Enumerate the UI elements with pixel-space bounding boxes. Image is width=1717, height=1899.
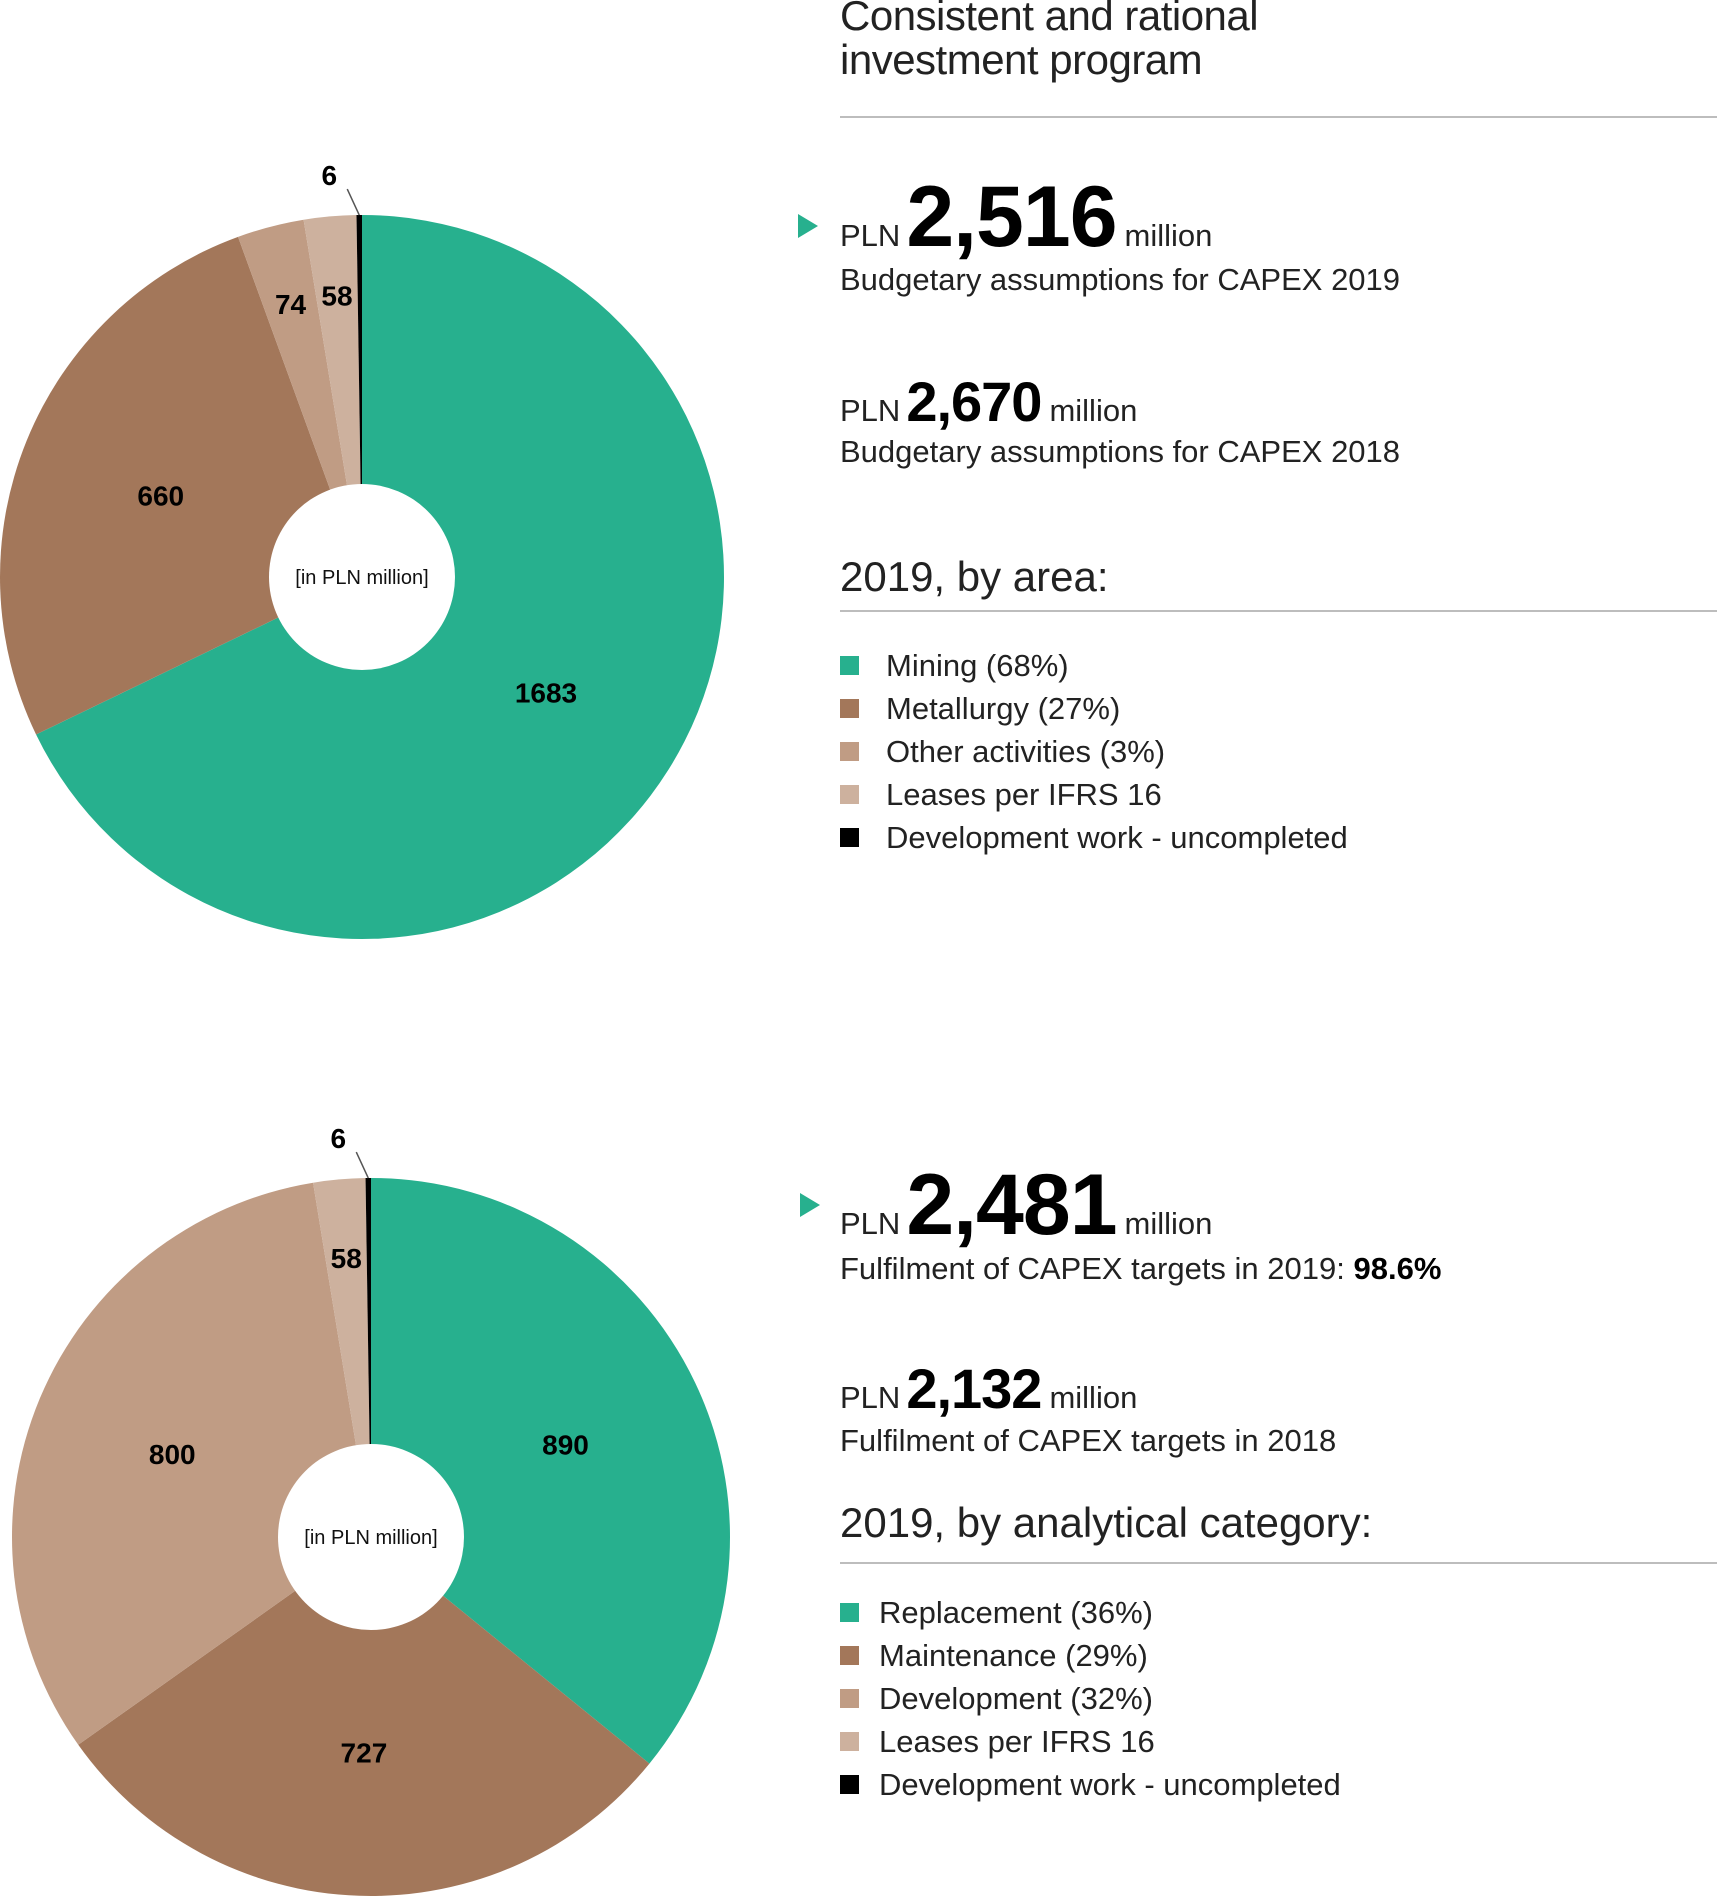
legend-item: Other activities (3%)	[840, 730, 1348, 773]
stat-value: 2,516	[906, 169, 1117, 265]
legend-item: Metallurgy (27%)	[840, 687, 1348, 730]
legend-item: Replacement (36%)	[840, 1591, 1341, 1634]
title-line-2: investment program	[840, 36, 1203, 83]
fulfilment-percent: 98.6%	[1353, 1251, 1442, 1286]
data-label: 890	[542, 1430, 589, 1461]
legend-label: Mining (68%)	[886, 647, 1069, 683]
stat-value: 2,481	[906, 1157, 1117, 1253]
data-label: 1683	[515, 677, 577, 708]
legend-label: Leases per IFRS 16	[886, 776, 1162, 812]
legend-swatch	[840, 1689, 859, 1708]
category-divider	[840, 1562, 1717, 1564]
stat-value: 2,132	[906, 1357, 1042, 1420]
capex-2019-fulfilment: PLN2,481 million	[840, 1162, 1212, 1248]
legend-label: Metallurgy (27%)	[886, 690, 1121, 726]
pie-slice-metallurgy	[0, 236, 363, 735]
center-label: [in PLN million]	[295, 567, 428, 589]
stat-caption: Fulfilment of CAPEX targets in 2018	[840, 1423, 1337, 1458]
leader-line	[355, 1151, 369, 1179]
unit-label: million	[1049, 393, 1138, 428]
stat-value: 2,670	[906, 370, 1042, 433]
legend-item: Maintenance (29%)	[840, 1634, 1341, 1677]
legend-label: Replacement (36%)	[879, 1594, 1153, 1630]
stat-caption: Budgetary assumptions for CAPEX 2019	[840, 262, 1401, 297]
unit-label: million	[1124, 1206, 1213, 1241]
currency-label: PLN	[840, 393, 901, 428]
legend-item: Leases per IFRS 16	[840, 1720, 1341, 1763]
page-title: Consistent and rational investment progr…	[840, 0, 1259, 83]
unit-label: million	[1124, 218, 1213, 253]
unit-label: million	[1049, 1380, 1138, 1415]
category-donut-chart: 890 727 800 58 6 [in PLN million]	[11, 1123, 730, 1896]
leader-line	[346, 188, 360, 216]
pie-slice-other-activities	[238, 219, 362, 577]
data-label: 74	[275, 289, 307, 320]
legend-label: Leases per IFRS 16	[879, 1723, 1155, 1759]
data-label: 660	[137, 480, 184, 511]
data-label: 58	[331, 1243, 362, 1274]
legend-swatch	[840, 1646, 859, 1665]
area-legend: Mining (68%) Metallurgy (27%) Other acti…	[840, 644, 1348, 859]
data-label: 727	[341, 1737, 388, 1768]
capex-2019-budget: PLN2,516 million	[840, 174, 1212, 260]
title-line-1: Consistent and rational	[840, 0, 1259, 39]
legend-swatch	[840, 1732, 859, 1751]
donut-hole	[278, 1444, 464, 1630]
legend-item: Development (32%)	[840, 1677, 1341, 1720]
area-divider	[840, 610, 1717, 612]
stat-caption: Budgetary assumptions for CAPEX 2018	[840, 434, 1401, 469]
legend-label: Development work - uncompleted	[886, 819, 1348, 855]
legend-swatch	[840, 742, 859, 761]
caption-text: Fulfilment of CAPEX targets in 2019:	[840, 1251, 1345, 1286]
legend-label: Development (32%)	[879, 1680, 1153, 1716]
data-label: 6	[321, 160, 337, 191]
legend-swatch	[840, 699, 859, 718]
arrow-icon	[798, 214, 818, 238]
legend-swatch	[840, 828, 859, 847]
data-label: 6	[330, 1123, 346, 1154]
legend-swatch	[840, 785, 859, 804]
legend-item: Development work - uncompleted	[840, 1763, 1341, 1806]
capex-2018-fulfilment: PLN 2,132 million	[840, 1361, 1137, 1417]
currency-label: PLN	[840, 218, 901, 253]
category-legend: Replacement (36%) Maintenance (29%) Deve…	[840, 1591, 1341, 1806]
pie-slice-development	[11, 1182, 372, 1745]
title-divider	[840, 116, 1717, 118]
legend-item: Leases per IFRS 16	[840, 773, 1348, 816]
arrow-icon	[800, 1193, 820, 1217]
currency-label: PLN	[840, 1206, 901, 1241]
area-heading: 2019, by area:	[840, 553, 1109, 600]
category-heading: 2019, by analytical category:	[840, 1499, 1373, 1546]
legend-item: Mining (68%)	[840, 644, 1348, 687]
pie-slice-maintenance	[78, 1537, 650, 1896]
data-label: 800	[149, 1439, 196, 1470]
legend-swatch	[840, 656, 859, 675]
legend-label: Other activities (3%)	[886, 733, 1166, 769]
legend-label: Development work - uncompleted	[879, 1766, 1341, 1802]
center-label: [in PLN million]	[304, 1527, 437, 1549]
legend-swatch	[840, 1775, 859, 1794]
data-label: 58	[321, 281, 352, 312]
donut-hole	[269, 484, 455, 670]
legend-swatch	[840, 1603, 859, 1622]
capex-2018-budget: PLN 2,670 million	[840, 374, 1137, 430]
pie-slice-replacement	[371, 1178, 730, 1764]
stat-caption: Fulfilment of CAPEX targets in 2019: 98.…	[840, 1253, 1441, 1284]
area-donut-chart: 1683 660 74 58 6 [in PLN million]	[0, 160, 724, 939]
legend-label: Maintenance (29%)	[879, 1637, 1148, 1673]
legend-item: Development work - uncompleted	[840, 816, 1348, 859]
currency-label: PLN	[840, 1380, 901, 1415]
